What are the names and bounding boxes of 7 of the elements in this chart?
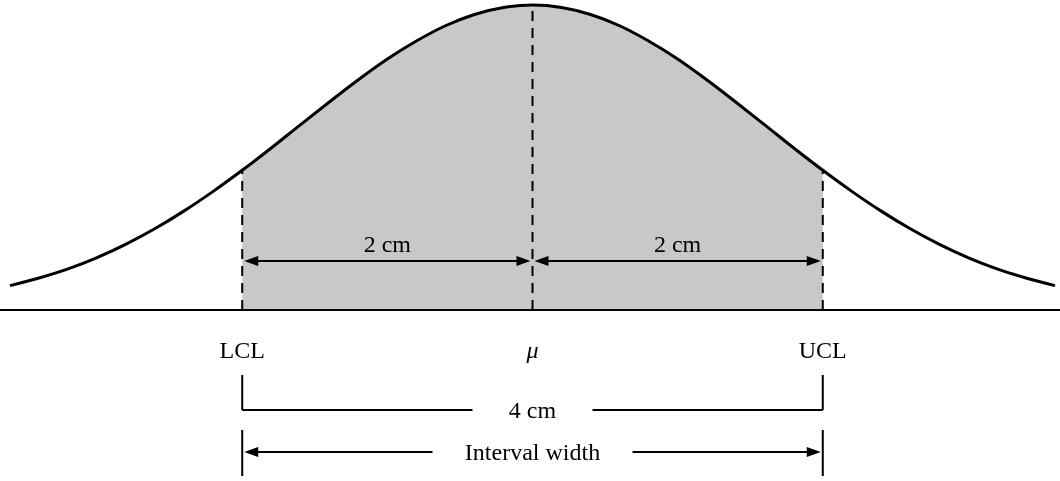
text: 4 cm xyxy=(508,397,557,423)
x-tick-label: μ xyxy=(525,337,539,363)
annotation: 2 cm xyxy=(363,231,412,257)
text: Interval width xyxy=(464,439,601,465)
x-tick-label: UCL xyxy=(798,337,847,363)
x-tick-label: LCL xyxy=(219,337,265,363)
annotation: 2 cm xyxy=(653,231,702,257)
